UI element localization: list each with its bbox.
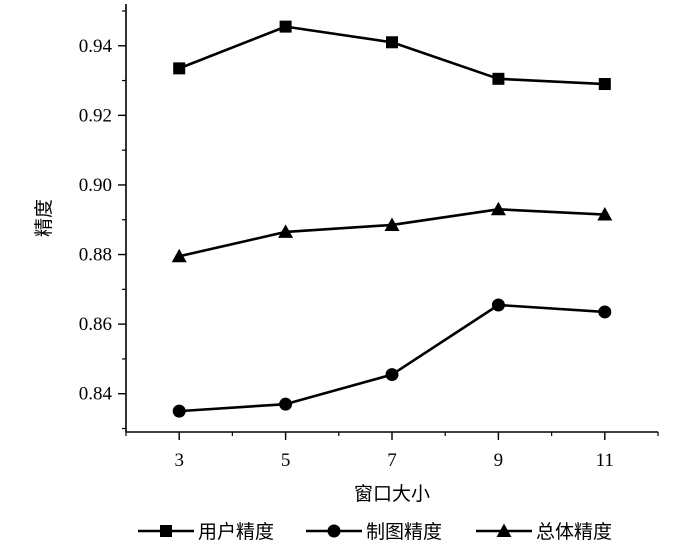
- legend-label: 用户精度: [198, 521, 274, 543]
- data-point: [173, 62, 186, 75]
- series-line: [178, 25, 605, 86]
- data-point: [492, 72, 505, 85]
- legend-marker: [327, 524, 341, 538]
- legend-marker: [496, 523, 512, 537]
- series-group: [171, 20, 613, 418]
- data-point: [597, 207, 613, 221]
- x-tick-label: 7: [387, 450, 397, 471]
- data-point: [385, 368, 399, 382]
- legend-item: 用户精度: [138, 521, 274, 543]
- data-point: [279, 397, 293, 411]
- x-tick-label: 9: [494, 450, 504, 471]
- x-tick-label: 11: [596, 450, 614, 471]
- legend: 用户精度 制图精度 总体精度: [138, 521, 612, 543]
- y-tick-label: 0.90: [79, 175, 112, 196]
- data-point: [384, 217, 400, 231]
- series-circle: [172, 298, 612, 418]
- data-point: [598, 78, 611, 91]
- legend-label: 制图精度: [366, 521, 442, 543]
- data-point: [172, 404, 186, 418]
- y-tick-label: 0.86: [79, 314, 112, 335]
- series-square: [173, 20, 611, 91]
- ticks: 0.84 0.86 0.88 0.90 0.92 0.94 3 5 7 9 11: [79, 10, 659, 471]
- x-axis-title: 窗口大小: [354, 483, 430, 505]
- legend-item: 总体精度: [476, 521, 612, 543]
- y-tick-label: 0.88: [79, 245, 112, 266]
- legend-marker: [160, 525, 172, 537]
- x-tick-label: 3: [174, 450, 184, 471]
- data-point: [279, 20, 292, 33]
- data-point: [490, 201, 506, 216]
- x-tick-label: 5: [281, 450, 291, 471]
- data-point: [278, 224, 294, 238]
- y-tick-label: 0.92: [79, 105, 112, 126]
- y-tick-label: 0.94: [79, 36, 113, 57]
- legend-label: 总体精度: [536, 521, 612, 543]
- series-line: [178, 208, 605, 258]
- data-point: [491, 298, 505, 312]
- y-axis-title: 精度: [33, 199, 55, 237]
- legend-item: 制图精度: [306, 521, 442, 543]
- y-tick-label: 0.84: [79, 384, 113, 405]
- data-point: [171, 248, 187, 263]
- series-triangle: [171, 201, 613, 263]
- data-point: [386, 36, 398, 49]
- data-point: [598, 305, 612, 319]
- series-line: [179, 303, 605, 413]
